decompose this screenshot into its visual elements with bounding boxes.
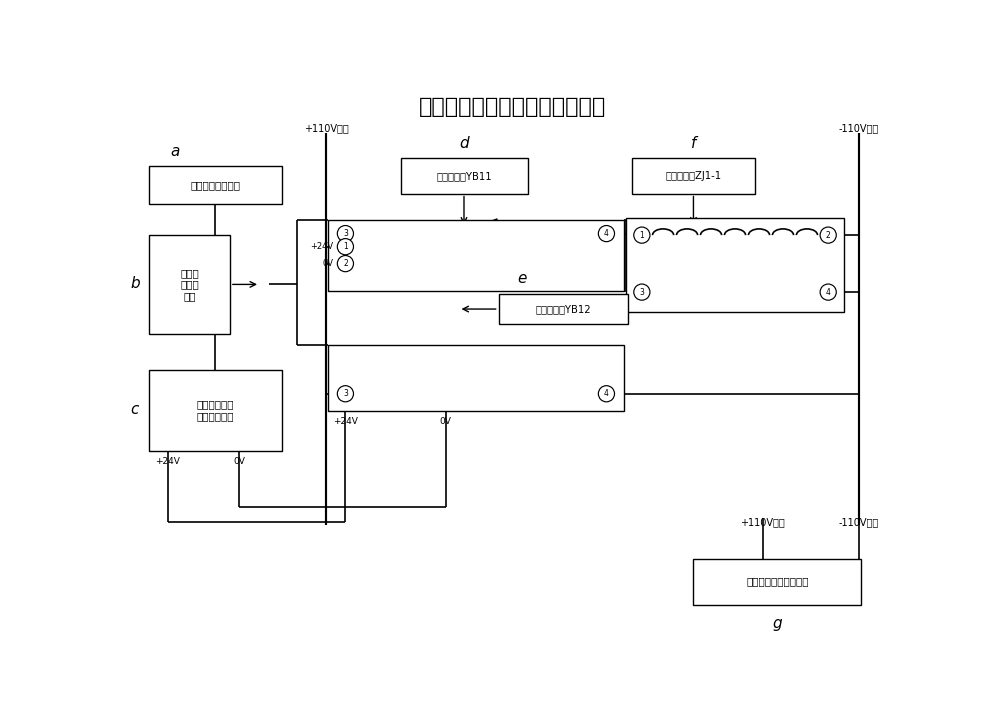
Bar [632,158,755,193]
Text: 3: 3 [343,389,348,398]
Text: 出口继电器ZJ1-1: 出口继电器ZJ1-1 [665,171,722,181]
Circle shape [820,227,836,243]
Bar [149,370,282,451]
Text: -110V电源: -110V电源 [839,517,879,527]
Text: +24V: +24V [155,457,180,466]
Text: 远控重启变电站远动管理机系统: 远控重启变电站远动管理机系统 [419,97,606,117]
Text: 五防闭
锁光纤
通道: 五防闭 锁光纤 通道 [180,267,199,301]
Text: e: e [517,271,526,286]
Text: +24V: +24V [310,242,333,251]
Text: 3: 3 [343,229,348,238]
Bar [149,166,282,204]
Circle shape [634,284,650,300]
Text: a: a [171,144,180,159]
Bar [401,158,528,193]
Text: g: g [773,616,782,632]
Text: -110V电源: -110V电源 [839,123,879,133]
Text: 2: 2 [343,259,348,268]
Text: 4: 4 [604,389,609,398]
Text: b: b [131,276,140,291]
Text: 4: 4 [604,229,609,238]
Text: 变电站五防闭
锁遥闭控制器: 变电站五防闭 锁遥闭控制器 [197,399,234,421]
Circle shape [820,284,836,300]
Bar [328,220,624,291]
Bar [693,559,861,605]
Text: 变电站远动通讯管理机: 变电站远动通讯管理机 [746,577,809,587]
Text: +24V: +24V [333,417,358,426]
Text: 0V: 0V [440,417,451,426]
Circle shape [337,386,353,402]
Text: +110V电源: +110V电源 [304,123,349,133]
Circle shape [337,239,353,255]
Text: 逻闸继电器YB12: 逻闸继电器YB12 [536,304,591,314]
Text: 0V: 0V [322,259,333,268]
Text: 逻闸继电器YB11: 逻闸继电器YB11 [437,171,492,181]
Text: 3: 3 [639,288,644,296]
Text: c: c [131,402,139,417]
Text: 1: 1 [639,231,644,239]
Circle shape [337,255,353,272]
Circle shape [337,226,353,242]
Text: 0V: 0V [233,457,245,466]
Bar [499,293,628,324]
Text: 2: 2 [826,231,831,239]
Text: f: f [691,136,696,151]
Text: 4: 4 [826,288,831,296]
Text: d: d [459,136,469,151]
Bar [328,345,624,411]
Text: 1: 1 [343,242,348,251]
Circle shape [598,386,615,402]
Bar [626,218,844,312]
Circle shape [634,227,650,243]
Text: +110V电源: +110V电源 [740,517,785,527]
Text: 监控中心五防系统: 监控中心五防系统 [190,180,240,190]
Circle shape [598,226,615,242]
Bar [149,235,230,334]
